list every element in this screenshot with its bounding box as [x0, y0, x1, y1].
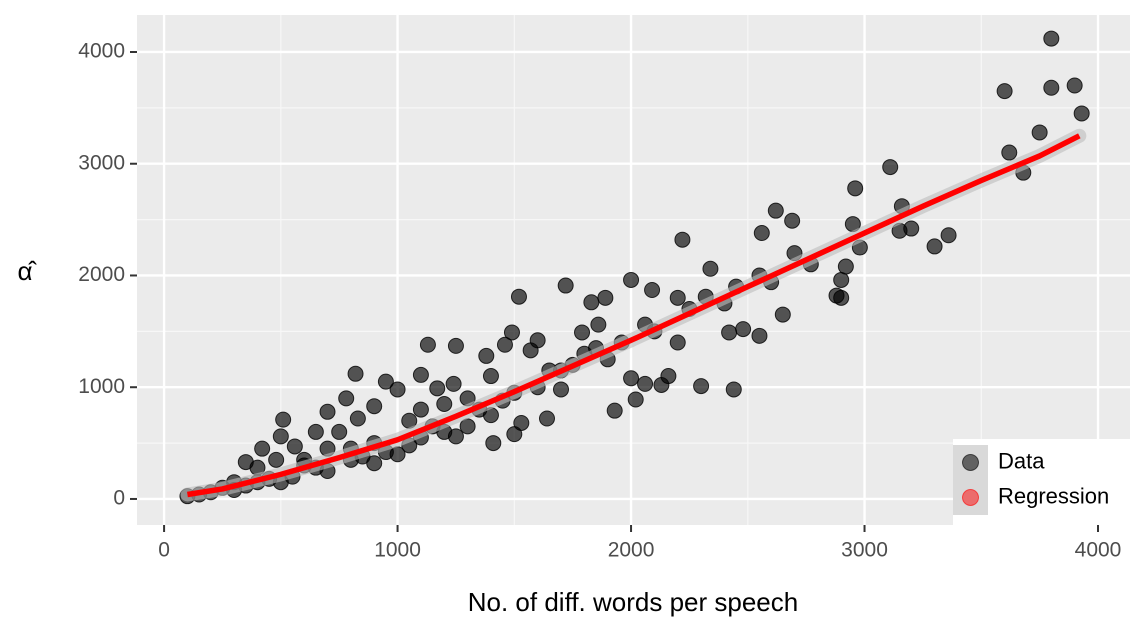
data-point [389, 381, 406, 398]
data-point [996, 83, 1013, 100]
data-point [268, 451, 285, 468]
data-point [725, 381, 742, 398]
data-point [1043, 30, 1060, 47]
data-point [833, 271, 850, 288]
data-point [349, 410, 366, 427]
data-point [436, 395, 453, 412]
y-tick-label: 3000 [78, 151, 125, 174]
data-point [1031, 124, 1048, 141]
data-point [254, 440, 271, 457]
data-point [623, 271, 640, 288]
data-point [478, 347, 495, 364]
data-point [721, 324, 738, 341]
x-axis-title: No. of diff. words per speech [468, 587, 798, 617]
data-point [784, 212, 801, 229]
data-point [606, 402, 623, 419]
data-point [496, 336, 513, 353]
x-tick-label: 2000 [608, 539, 655, 562]
data-point [557, 277, 574, 294]
data-point [837, 258, 854, 275]
data-point [882, 159, 899, 176]
data-point [1073, 105, 1090, 122]
data-point [366, 455, 383, 472]
y-tick-label: 2000 [78, 263, 125, 286]
data-point [377, 373, 394, 390]
data-point [669, 334, 686, 351]
data-point [347, 365, 364, 382]
x-tick-label: 0 [158, 539, 170, 562]
data-point [644, 282, 661, 299]
x-tick-label: 3000 [841, 539, 888, 562]
data-point [1066, 77, 1083, 94]
data-point [447, 337, 464, 354]
data-point [590, 316, 607, 333]
y-tick-label: 1000 [78, 375, 125, 398]
data-point [445, 375, 462, 392]
data-point [286, 438, 303, 455]
data-point [510, 288, 527, 305]
data-point [828, 287, 845, 304]
data-point [693, 378, 710, 395]
data-point [767, 202, 784, 219]
x-tick-label: 4000 [1075, 539, 1122, 562]
data-point [412, 401, 429, 418]
data-point [574, 324, 591, 341]
legend-symbol [962, 489, 979, 506]
data-point [637, 375, 654, 392]
data-point [926, 238, 943, 255]
data-point [583, 294, 600, 311]
legend-symbol [962, 454, 979, 471]
data-point [412, 366, 429, 383]
data-point [482, 368, 499, 385]
data-point [735, 321, 752, 338]
data-point [553, 381, 570, 398]
data-point [529, 332, 546, 349]
data-point [774, 306, 791, 323]
data-point [753, 225, 770, 242]
data-point [338, 390, 355, 407]
data-point [623, 370, 640, 387]
regression-line [186, 133, 1081, 498]
x-tick-label: 1000 [374, 539, 421, 562]
data-point [307, 423, 324, 440]
legend-label: Regression [998, 483, 1109, 508]
data-point [275, 411, 292, 428]
data-point [702, 260, 719, 277]
data-point [506, 426, 523, 443]
data-point [674, 231, 691, 248]
y-tick-label: 4000 [78, 40, 125, 63]
y-tick-label: 0 [113, 487, 125, 510]
data-point [751, 327, 768, 344]
data-point [669, 289, 686, 306]
data-point [538, 410, 555, 427]
data-point [419, 336, 436, 353]
data-point [660, 368, 677, 385]
data-point [319, 403, 336, 420]
data-point [940, 227, 957, 244]
data-point [1001, 144, 1018, 161]
data-point [503, 324, 520, 341]
data-point [1043, 79, 1060, 96]
legend-label: Data [998, 448, 1045, 473]
data-point [366, 398, 383, 415]
data-point [272, 428, 289, 445]
data-point [597, 289, 614, 306]
data-point [627, 391, 644, 408]
y-axis-title: α̂ [17, 256, 37, 286]
data-point [429, 380, 446, 397]
data-point [847, 180, 864, 197]
data-point [331, 423, 348, 440]
data-point [485, 435, 502, 452]
